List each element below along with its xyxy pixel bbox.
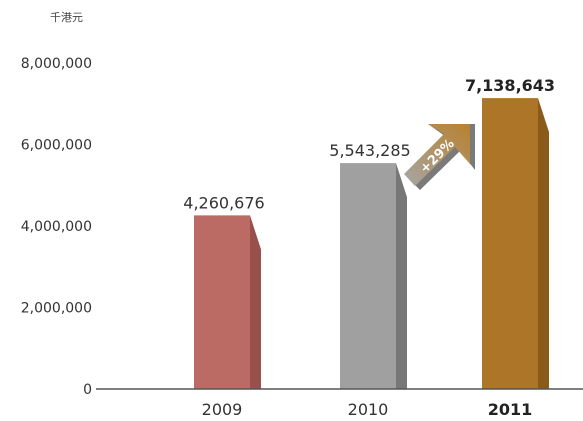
x-axis: 2009 2010 2011 [202, 400, 533, 419]
data-label-2011: 7,138,643 [465, 76, 555, 95]
bar-side-2010 [396, 163, 407, 389]
bar-2009 [194, 215, 250, 389]
bar-2011 [482, 98, 538, 390]
unit-label: 千港元 [50, 11, 83, 24]
bar-side-2009 [250, 215, 261, 389]
growth-arrow-body [404, 124, 470, 186]
bar-side-2011 [538, 98, 549, 390]
bars-group [194, 98, 549, 390]
data-label-2010: 5,543,285 [329, 141, 410, 160]
y-tick-label: 8,000,000 [21, 56, 92, 72]
bar-2010 [340, 163, 396, 389]
data-label-2009: 4,260,676 [183, 193, 264, 212]
growth-arrow: +29% [404, 124, 475, 190]
y-tick-label: 6,000,000 [21, 138, 92, 154]
y-tick-label: 2,000,000 [21, 301, 92, 317]
x-tick-label-2010: 2010 [348, 400, 389, 419]
data-labels: 4,260,676 5,543,285 7,138,643 [183, 76, 555, 212]
x-tick-label-2009: 2009 [202, 400, 243, 419]
x-tick-label-2011: 2011 [488, 400, 533, 419]
y-tick-label: 4,000,000 [21, 219, 92, 235]
y-tick-label: 0 [83, 382, 92, 398]
y-axis: 0 2,000,000 4,000,000 6,000,000 8,000,000 [21, 56, 92, 398]
